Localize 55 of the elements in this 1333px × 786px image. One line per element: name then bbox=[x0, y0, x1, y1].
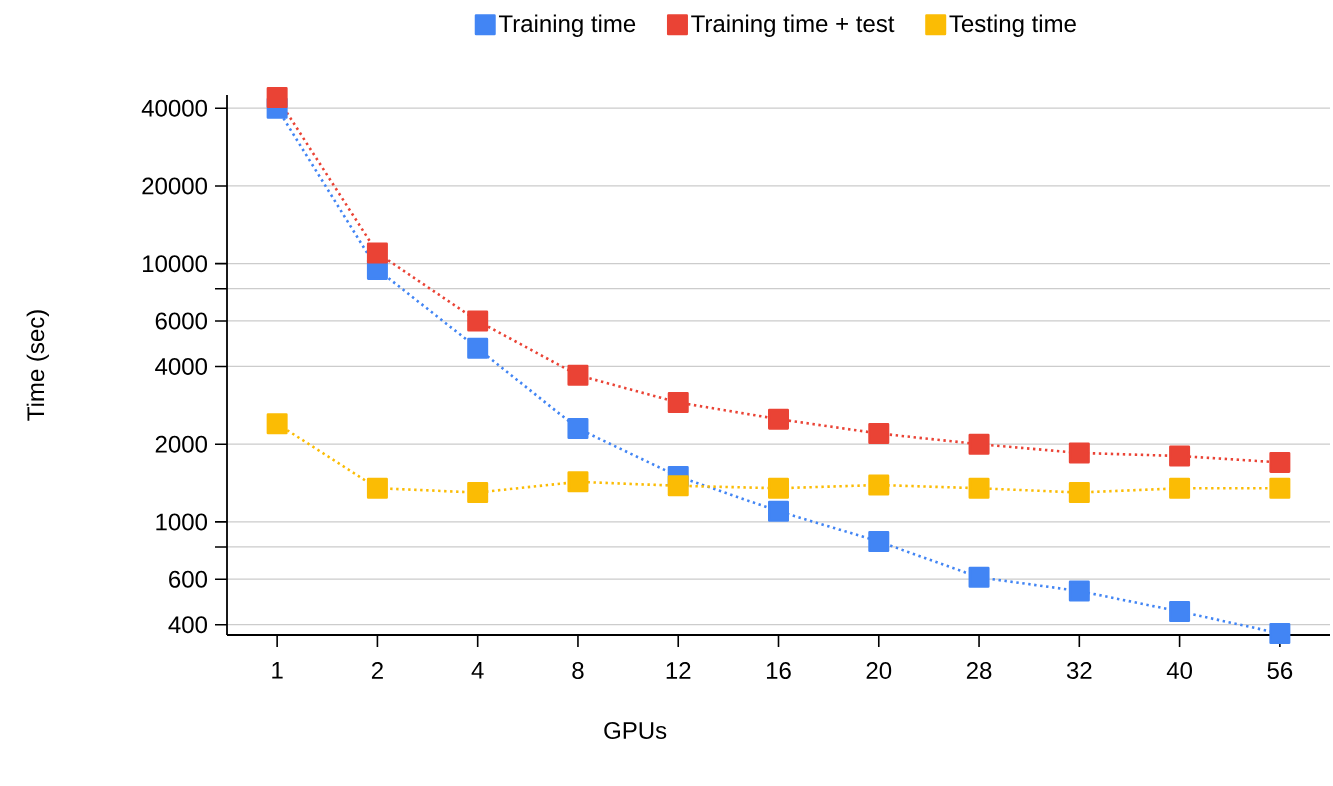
x-tick-label: 12 bbox=[666, 662, 691, 679]
y-axis-title: Time (sec) bbox=[26, 310, 49, 421]
point bbox=[968, 433, 990, 455]
x-tick-label: 40 bbox=[1166, 662, 1193, 679]
x-tick-label: 2 bbox=[371, 662, 383, 679]
y-tick-label: 2000 bbox=[155, 435, 207, 453]
point bbox=[868, 530, 890, 552]
point bbox=[467, 337, 489, 359]
x-tick-label: 1 bbox=[272, 662, 283, 679]
x-tick-label: 4 bbox=[471, 662, 484, 679]
point bbox=[467, 482, 489, 503]
point bbox=[1169, 477, 1191, 499]
legend-label: Testing time bbox=[949, 14, 1076, 37]
point bbox=[366, 477, 388, 499]
point bbox=[868, 474, 890, 496]
point bbox=[1068, 482, 1090, 503]
legend-label: Training time bbox=[498, 14, 636, 37]
point bbox=[968, 477, 990, 499]
y-tick-label: 600 bbox=[169, 570, 208, 588]
y-tick-label: 4000 bbox=[155, 357, 207, 375]
x-tick-label: 20 bbox=[866, 662, 892, 679]
point bbox=[567, 364, 589, 386]
point bbox=[1169, 445, 1191, 467]
x-tick-label: 28 bbox=[966, 662, 992, 679]
point bbox=[768, 477, 790, 499]
point bbox=[567, 418, 589, 440]
point bbox=[1269, 451, 1291, 473]
point bbox=[1269, 477, 1291, 499]
x-tick-label: 56 bbox=[1267, 662, 1293, 679]
point bbox=[1269, 622, 1291, 644]
x-tick-label: 8 bbox=[572, 662, 584, 679]
y-tick-label: 400 bbox=[168, 616, 208, 634]
point bbox=[1169, 600, 1191, 622]
point bbox=[768, 408, 790, 430]
point bbox=[366, 242, 388, 264]
point bbox=[768, 500, 790, 522]
y-tick-label: 1000 bbox=[156, 513, 207, 531]
point bbox=[266, 413, 288, 435]
point bbox=[868, 423, 890, 444]
x-tick-label: 16 bbox=[766, 662, 791, 679]
x-tick-label: 32 bbox=[1066, 662, 1092, 679]
legend-label: Training time + test bbox=[691, 14, 895, 37]
point bbox=[1068, 580, 1090, 602]
y-tick-label: 40000 bbox=[141, 99, 207, 117]
point bbox=[968, 566, 990, 588]
x-axis-title: GPUs bbox=[604, 722, 667, 740]
point bbox=[667, 475, 689, 497]
point bbox=[266, 87, 288, 108]
y-tick-label: 20000 bbox=[142, 177, 207, 195]
y-tick-label: 10000 bbox=[143, 255, 207, 273]
point bbox=[667, 392, 689, 413]
point bbox=[567, 471, 589, 493]
point bbox=[1068, 442, 1090, 464]
point bbox=[467, 310, 489, 332]
y-tick-label: 6000 bbox=[155, 312, 207, 330]
